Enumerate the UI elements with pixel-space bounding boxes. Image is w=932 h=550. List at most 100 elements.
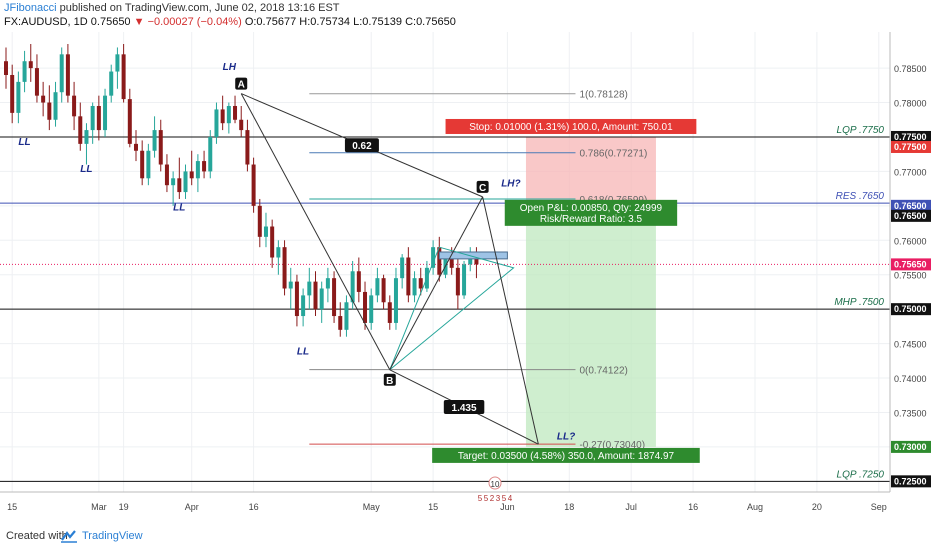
candle-body bbox=[301, 295, 306, 317]
price-tag-bg bbox=[891, 130, 931, 143]
candle-body bbox=[109, 71, 114, 96]
candle-body bbox=[140, 150, 145, 179]
price-tag-bg bbox=[891, 440, 931, 453]
x-tick-label: 20 bbox=[812, 502, 822, 512]
pnl-label: Open P&L: 0.00850, Qty: 24999 bbox=[520, 203, 663, 214]
pattern-leg-cd bbox=[482, 196, 539, 445]
level-label: MHP .7500 bbox=[834, 297, 884, 308]
point-c-marker bbox=[476, 180, 489, 193]
y-tick-label: 0.78500 bbox=[894, 64, 927, 74]
swing-label: LH bbox=[223, 62, 237, 73]
candle-body bbox=[462, 264, 467, 296]
candle-body bbox=[158, 130, 163, 165]
x-tick-label: Jun bbox=[500, 502, 515, 512]
published-text: published on TradingView.com, June 02, 2… bbox=[56, 2, 340, 14]
event-count: 4 bbox=[508, 494, 513, 503]
candle-body bbox=[84, 130, 89, 144]
publish-info: JFibonacci published on TradingView.com,… bbox=[4, 2, 340, 14]
fib-label: 0.786(0.77271) bbox=[579, 149, 647, 160]
candle-body bbox=[276, 247, 281, 258]
candle-body bbox=[387, 302, 392, 323]
x-tick-label: May bbox=[363, 502, 381, 512]
candle-body bbox=[356, 271, 361, 292]
y-tick-label: 0.76000 bbox=[894, 236, 927, 246]
consolidation-box bbox=[438, 251, 508, 260]
symbol-line: FX:AUDUSD, 1D 0.75650 ▼ −0.00027 (−0.04%… bbox=[4, 16, 456, 28]
candle-body bbox=[152, 130, 157, 151]
candle-body bbox=[319, 288, 324, 310]
candle-body bbox=[245, 130, 250, 165]
price-chart[interactable]: LQP .7750 RES .7650 MHP .7500 LQP .7250 1(0.… bbox=[0, 32, 932, 523]
price-tag-bg bbox=[891, 209, 931, 222]
price-tag-bg bbox=[891, 475, 931, 488]
candle-body bbox=[257, 205, 262, 237]
x-tick-label: 16 bbox=[249, 502, 259, 512]
candle-body bbox=[65, 54, 70, 96]
tradingview-brand[interactable]: TradingView bbox=[82, 530, 143, 542]
pnl-label: Risk/Reward Ratio: 3.5 bbox=[540, 214, 643, 225]
candle-body bbox=[375, 278, 380, 296]
candle-body bbox=[171, 178, 176, 186]
level-label: LQP .7750 bbox=[837, 125, 885, 136]
event-count: 2 bbox=[490, 494, 495, 503]
point-label: A bbox=[238, 80, 245, 91]
author-link[interactable]: JFibonacci bbox=[4, 2, 57, 14]
wedge-pattern bbox=[389, 246, 515, 371]
candle-body bbox=[263, 226, 268, 237]
candle-body bbox=[325, 278, 330, 289]
candle-body bbox=[121, 54, 126, 100]
x-tick-label: Aug bbox=[747, 502, 763, 512]
point-b-marker bbox=[383, 373, 396, 386]
candle-body bbox=[183, 171, 188, 193]
tradingview-logo-icon bbox=[61, 530, 77, 543]
x-tick-label: Mar bbox=[91, 502, 107, 512]
x-tick-label: 18 bbox=[564, 502, 574, 512]
candle-body bbox=[53, 92, 58, 120]
candle-body bbox=[350, 271, 355, 303]
y-tick-label: 0.75500 bbox=[894, 271, 927, 281]
candle-body bbox=[437, 247, 442, 275]
candle-body bbox=[127, 99, 132, 144]
symbol-label: FX:AUDUSD, 1D 0.75650 bbox=[4, 16, 131, 28]
point-label: C bbox=[479, 183, 486, 194]
fib-label: -0.27(0.73040) bbox=[579, 440, 645, 451]
candle-body bbox=[189, 171, 194, 179]
candle-body bbox=[270, 226, 275, 258]
level-label: RES .7650 bbox=[836, 191, 885, 202]
candle-body bbox=[369, 295, 374, 323]
created-with-label: Created with bbox=[6, 530, 68, 542]
ratio-bd-bg bbox=[443, 399, 485, 414]
candle-body bbox=[133, 143, 138, 151]
point-a-marker bbox=[235, 77, 248, 90]
price-tag: 0.76500 bbox=[894, 201, 927, 211]
candle-body bbox=[34, 68, 39, 96]
candle-body bbox=[72, 95, 77, 117]
ratio-bd: 1.435 bbox=[452, 403, 477, 414]
candle-body bbox=[233, 105, 238, 120]
event-count: 5 bbox=[502, 494, 507, 503]
candle-body bbox=[208, 136, 213, 172]
ratio-ac-bg bbox=[344, 138, 379, 153]
candle-body bbox=[418, 278, 423, 289]
target-label-bg bbox=[432, 447, 700, 463]
fib-label: 0(0.74122) bbox=[579, 366, 627, 377]
pattern-leg-bc bbox=[389, 196, 484, 371]
candle-body bbox=[294, 281, 299, 317]
candle-body bbox=[393, 278, 398, 323]
pnl-label-bg bbox=[504, 199, 678, 226]
candle-body bbox=[220, 109, 225, 124]
candle-body bbox=[239, 119, 244, 131]
x-tick-label: Jul bbox=[625, 502, 637, 512]
candle-body bbox=[195, 161, 200, 179]
y-tick-label: 0.77000 bbox=[894, 167, 927, 177]
x-tick-label: Apr bbox=[185, 502, 199, 512]
price-tag: 0.77500 bbox=[894, 142, 927, 152]
stop-label: Stop: 0.01000 (1.31%) 100.0, Amount: 750… bbox=[469, 122, 673, 133]
ohlc-label: O:0.75677 H:0.75734 L:0.75139 C:0.75650 bbox=[241, 16, 456, 28]
candle-body bbox=[202, 161, 207, 172]
x-tick-label: 16 bbox=[688, 502, 698, 512]
candle-body bbox=[214, 109, 219, 137]
candle-body bbox=[164, 164, 169, 186]
swing-label: LL? bbox=[557, 431, 575, 442]
x-tick-label: Sep bbox=[871, 502, 887, 512]
